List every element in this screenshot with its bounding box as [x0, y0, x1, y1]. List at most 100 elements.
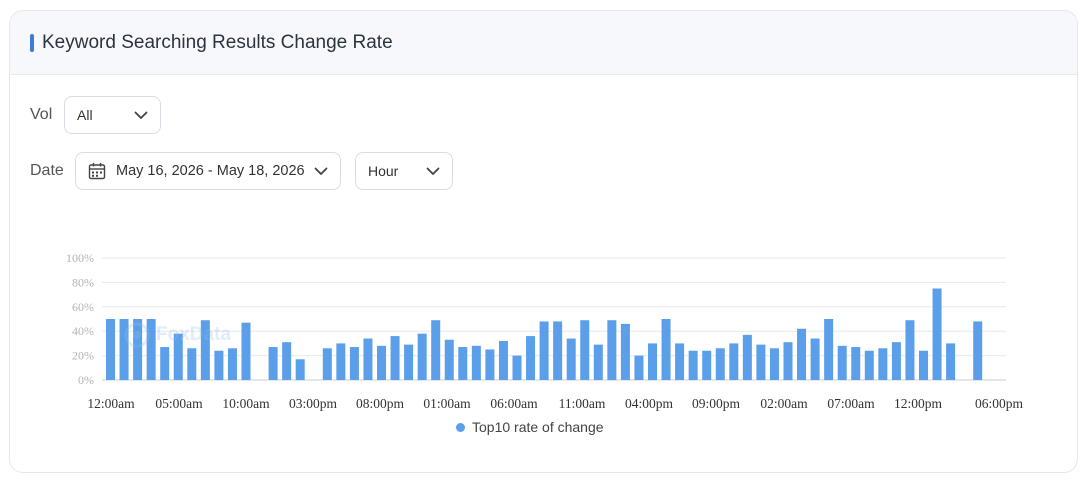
x-tick-label: 12:00pm — [894, 396, 943, 411]
bar — [675, 343, 685, 380]
x-tick-label: 11:00am — [559, 396, 606, 411]
x-tick-label: 05:00am — [155, 396, 203, 411]
bar — [539, 321, 549, 380]
bar — [864, 350, 874, 380]
bar — [620, 323, 630, 380]
bar — [295, 359, 305, 380]
bar — [485, 349, 495, 380]
x-tick-label: 06:00pm — [975, 396, 1024, 411]
bar — [810, 338, 820, 380]
bar — [363, 338, 373, 380]
bar — [214, 350, 224, 380]
bar — [512, 355, 522, 380]
bar — [553, 321, 563, 380]
bar — [688, 350, 698, 380]
y-tick-label: 0% — [78, 373, 94, 387]
chevron-down-icon — [134, 111, 148, 119]
x-tick-label: 07:00am — [827, 396, 875, 411]
x-tick-label: 10:00am — [222, 396, 270, 411]
bar — [946, 343, 956, 380]
bar — [891, 342, 901, 380]
y-tick-label: 100% — [66, 251, 94, 265]
bar — [783, 342, 793, 380]
y-tick-label: 40% — [72, 324, 94, 338]
chart-legend[interactable]: Top10 rate of change — [456, 419, 604, 435]
date-range-picker[interactable]: May 16, 2026 - May 18, 2026 — [75, 152, 341, 190]
bar — [878, 348, 888, 380]
x-tick-label: 04:00pm — [625, 396, 674, 411]
bar — [742, 334, 752, 380]
bar — [106, 319, 115, 380]
bar — [769, 348, 779, 380]
bar — [268, 347, 278, 380]
chevron-down-icon — [426, 167, 440, 175]
bar — [444, 339, 454, 380]
bar — [837, 345, 847, 380]
x-tick-label: 03:00pm — [289, 396, 338, 411]
bar — [458, 347, 468, 380]
chart-card: Keyword Searching Results Change Rate — [9, 10, 1078, 473]
bar — [160, 347, 170, 380]
bar — [715, 348, 725, 380]
bar — [526, 336, 536, 380]
bar — [593, 344, 603, 380]
card-title: Keyword Searching Results Change Rate — [42, 31, 393, 53]
bar — [187, 348, 197, 380]
x-tick-label: 08:00pm — [356, 396, 405, 411]
vol-filter-row: Vol All — [30, 96, 161, 134]
bar — [349, 347, 359, 380]
bar — [905, 320, 915, 380]
vol-select-value: All — [77, 107, 93, 123]
bar — [119, 319, 129, 380]
granularity-select[interactable]: Hour — [355, 152, 453, 190]
bar — [973, 321, 983, 380]
bar — [797, 328, 807, 380]
bar — [377, 345, 386, 380]
x-tick-label: 12:00am — [87, 396, 135, 411]
y-tick-label: 60% — [72, 300, 94, 314]
date-label: Date — [30, 162, 64, 179]
bar — [498, 340, 508, 380]
bar — [390, 336, 400, 380]
chevron-down-icon — [314, 167, 328, 175]
bar — [431, 320, 441, 380]
bar — [417, 333, 427, 380]
title-accent-bar — [30, 33, 34, 52]
bar — [471, 345, 481, 380]
bar — [200, 320, 210, 380]
bar — [607, 320, 617, 380]
x-tick-label: 02:00am — [760, 396, 808, 411]
date-filter-row: Date May 16, 2026 - May 18, 2026 Hour — [30, 152, 453, 190]
bar — [702, 350, 712, 380]
bar — [241, 322, 251, 380]
granularity-value: Hour — [368, 163, 399, 179]
vol-label: Vol — [30, 106, 53, 123]
bar — [851, 347, 861, 380]
date-range-value: May 16, 2026 - May 18, 2026 — [116, 163, 305, 179]
bar — [580, 320, 590, 380]
bar — [919, 350, 928, 380]
calendar-icon — [88, 163, 106, 180]
x-tick-label: 09:00pm — [692, 396, 741, 411]
y-tick-label: 80% — [72, 275, 94, 289]
x-tick-label: 01:00am — [423, 396, 471, 411]
bar — [648, 343, 657, 380]
bar — [282, 342, 292, 380]
bar — [729, 343, 739, 380]
bar — [566, 338, 576, 380]
bar — [824, 319, 834, 380]
bar — [133, 319, 143, 380]
legend-label: Top10 rate of change — [472, 419, 604, 435]
bar — [932, 288, 942, 380]
legend-marker — [456, 422, 465, 432]
bar — [336, 343, 346, 380]
bar — [173, 333, 183, 380]
bar — [322, 348, 332, 380]
bar — [227, 348, 237, 380]
card-header: Keyword Searching Results Change Rate — [10, 11, 1077, 75]
vol-select[interactable]: All — [64, 96, 161, 134]
bar — [404, 344, 414, 380]
y-tick-label: 20% — [72, 349, 94, 363]
bar — [146, 319, 156, 380]
